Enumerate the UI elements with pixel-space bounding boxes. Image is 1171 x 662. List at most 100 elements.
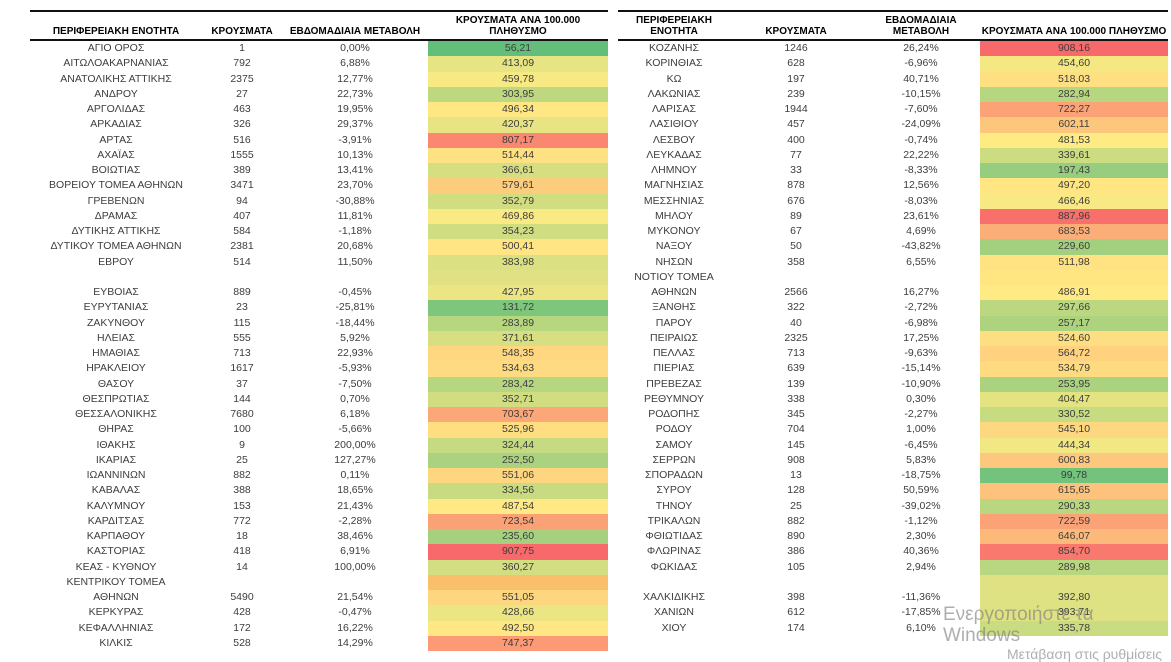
region-name-cell[interactable]: ΕΥΒΟΙΑΣ [93, 286, 139, 298]
per-100k-cell[interactable]: 371,61 [428, 330, 608, 346]
cases-cell[interactable]: 94 [236, 194, 248, 207]
region-name-cell[interactable]: ΦΩΚΙΔΑΣ [650, 560, 698, 573]
weekly-change-cell[interactable]: 23,61% [903, 209, 939, 222]
weekly-change-cell[interactable]: 5,92% [340, 331, 370, 344]
cases-cell[interactable]: 326 [233, 118, 251, 131]
cases-cell[interactable]: 37 [236, 377, 248, 390]
per-100k-cell[interactable]: 545,10 [980, 422, 1168, 438]
region-name-cell[interactable]: ΦΘΙΩΤΙΔΑΣ [645, 530, 703, 542]
cases-cell[interactable]: 77 [790, 148, 802, 161]
per-100k-cell[interactable]: 383,98 [428, 254, 608, 270]
cases-cell[interactable]: 407 [233, 209, 251, 222]
region-name-cell[interactable]: ΣΕΡΡΩΝ [652, 453, 696, 466]
region-name-cell[interactable]: ΚΑΒΑΛΑΣ [91, 484, 141, 497]
weekly-change-cell[interactable]: -39,02% [901, 499, 941, 512]
weekly-change-cell[interactable]: 12,56% [903, 179, 939, 192]
cases-cell[interactable]: 612 [787, 606, 805, 619]
cases-cell[interactable]: 704 [787, 423, 805, 436]
cases-cell[interactable]: 457 [787, 118, 805, 131]
weekly-change-cell[interactable]: 4,69% [906, 225, 936, 237]
per-100k-cell[interactable]: 602,11 [980, 117, 1168, 133]
weekly-change-cell[interactable]: -7,60% [904, 103, 938, 115]
weekly-change-cell[interactable] [862, 270, 980, 285]
per-100k-cell[interactable]: 229,60 [980, 239, 1168, 255]
region-name-cell[interactable]: ΛΑΚΩΝΙΑΣ [647, 87, 701, 100]
weekly-change-cell[interactable]: -24,09% [901, 118, 941, 131]
cases-cell[interactable]: 792 [233, 57, 251, 70]
cases-cell[interactable]: 889 [233, 286, 251, 298]
cases-cell[interactable]: 713 [233, 347, 251, 359]
per-100k-cell[interactable]: 352,79 [428, 193, 608, 209]
region-name-cell[interactable]: ΛΕΣΒΟΥ [652, 133, 696, 146]
per-100k-cell[interactable]: 335,78 [980, 620, 1168, 636]
per-100k-cell[interactable]: 807,17 [428, 132, 608, 148]
region-name-cell[interactable]: ΘΑΣΟΥ [97, 377, 135, 390]
per-100k-cell[interactable]: 722,59 [980, 513, 1168, 529]
per-100k-cell[interactable]: 496,34 [428, 102, 608, 118]
region-name-cell[interactable]: ΒΟΙΩΤΙΑΣ [91, 164, 141, 176]
cases-cell[interactable]: 50 [790, 240, 802, 253]
region-name-cell[interactable]: ΗΡΑΚΛΕΙΟΥ [86, 362, 146, 375]
weekly-change-cell[interactable]: -18,44% [335, 316, 375, 329]
cases-cell[interactable]: 418 [233, 545, 251, 558]
region-name-cell[interactable]: ΚΩ [666, 72, 682, 85]
cases-cell[interactable]: 1617 [230, 362, 254, 375]
region-name-cell[interactable]: ΚΕΦΑΛΛΗΝΙΑΣ [78, 621, 154, 634]
cases-cell[interactable]: 197 [787, 72, 805, 85]
region-name-cell[interactable]: ΒΟΡΕΙΟΥ ΤΟΜΕΑ ΑΘΗΝΩΝ [49, 179, 183, 192]
weekly-change-cell[interactable]: 38,46% [337, 530, 373, 542]
weekly-change-cell[interactable]: 21,43% [337, 499, 373, 512]
per-100k-cell[interactable]: 492,50 [428, 620, 608, 636]
per-100k-cell[interactable]: 466,46 [980, 193, 1168, 209]
region-name-cell[interactable]: ΤΡΙΚΑΛΩΝ [647, 514, 701, 527]
region-name-cell[interactable]: ΔΥΤΙΚΗΣ ΑΤΤΙΚΗΣ [71, 225, 161, 237]
weekly-change-cell[interactable]: 100,00% [334, 560, 376, 573]
weekly-change-cell[interactable]: -10,90% [901, 377, 941, 390]
weekly-change-cell[interactable]: -6,98% [904, 316, 938, 329]
per-100k-cell[interactable]: 600,83 [980, 452, 1168, 468]
cases-cell[interactable]: 555 [233, 331, 251, 344]
weekly-change-cell[interactable]: -0,45% [338, 286, 372, 298]
per-100k-cell[interactable]: 534,63 [428, 361, 608, 377]
region-name-cell[interactable]: ΜΕΣΣΗΝΙΑΣ [643, 194, 705, 207]
weekly-change-cell[interactable]: 26,24% [903, 42, 939, 54]
cases-cell[interactable]: 528 [233, 636, 251, 649]
per-100k-cell[interactable]: 683,53 [980, 224, 1168, 240]
region-name-cell[interactable]: ΑΘΗΝΩΝ [93, 591, 139, 603]
weekly-change-cell[interactable] [862, 575, 980, 590]
weekly-change-cell[interactable]: 0,00% [340, 42, 370, 54]
weekly-change-cell[interactable]: -2,72% [904, 301, 938, 314]
weekly-change-cell[interactable]: 2,94% [906, 560, 936, 573]
per-100k-cell[interactable]: 564,72 [980, 346, 1168, 362]
per-100k-cell[interactable]: 131,72 [428, 300, 608, 316]
weekly-change-cell[interactable]: -17,85% [901, 606, 941, 619]
cases-cell[interactable]: 144 [233, 392, 251, 405]
region-name-cell[interactable]: ΑΧΑΪΑΣ [97, 148, 135, 161]
per-100k-cell[interactable]: 257,17 [980, 315, 1168, 331]
region-name-cell[interactable]: ΚΕΑΣ - ΚΥΘΝΟΥ [75, 560, 157, 573]
weekly-change-cell[interactable]: -2,28% [338, 514, 372, 527]
weekly-change-cell[interactable]: 1,00% [906, 423, 936, 436]
region-name-cell[interactable]: ΑΡΓΟΛΙΔΑΣ [86, 103, 146, 115]
per-100k-cell[interactable]: 283,89 [428, 315, 608, 331]
cases-cell[interactable]: 1246 [784, 42, 808, 54]
cases-cell[interactable]: 882 [787, 514, 805, 527]
region-name-cell[interactable]: ΑΙΤΩΛΟΑΚΑΡΝΑΝΙΑΣ [63, 57, 169, 70]
region-name-cell[interactable]: ΚΑΛΥΜΝΟΥ [86, 499, 146, 512]
weekly-change-cell[interactable]: -9,63% [904, 347, 938, 359]
weekly-change-cell[interactable]: 29,37% [337, 118, 373, 131]
cases-cell[interactable]: 639 [787, 362, 805, 375]
cases-cell[interactable]: 2375 [230, 72, 254, 85]
region-name-cell[interactable]: ΤΗΝΟΥ [655, 499, 693, 512]
region-name-cell[interactable]: ΚΑΡΔΙΤΣΑΣ [87, 514, 145, 527]
weekly-change-cell[interactable] [282, 270, 428, 285]
region-name-cell[interactable]: ΣΠΟΡΑΔΩΝ [645, 469, 703, 481]
region-name-cell[interactable]: ΜΥΚΟΝΟΥ [647, 225, 701, 237]
weekly-change-cell[interactable]: 40,36% [903, 545, 939, 558]
region-name-cell[interactable]: ΠΕΛΛΑΣ [652, 347, 696, 359]
region-name-cell[interactable]: ΚΑΣΤΟΡΙΑΣ [86, 545, 146, 558]
cases-cell[interactable]: 358 [787, 255, 805, 268]
cases-cell[interactable]: 7680 [230, 408, 254, 420]
weekly-change-cell[interactable]: -8,33% [904, 164, 938, 176]
per-100k-cell[interactable]: 444,34 [980, 437, 1168, 453]
